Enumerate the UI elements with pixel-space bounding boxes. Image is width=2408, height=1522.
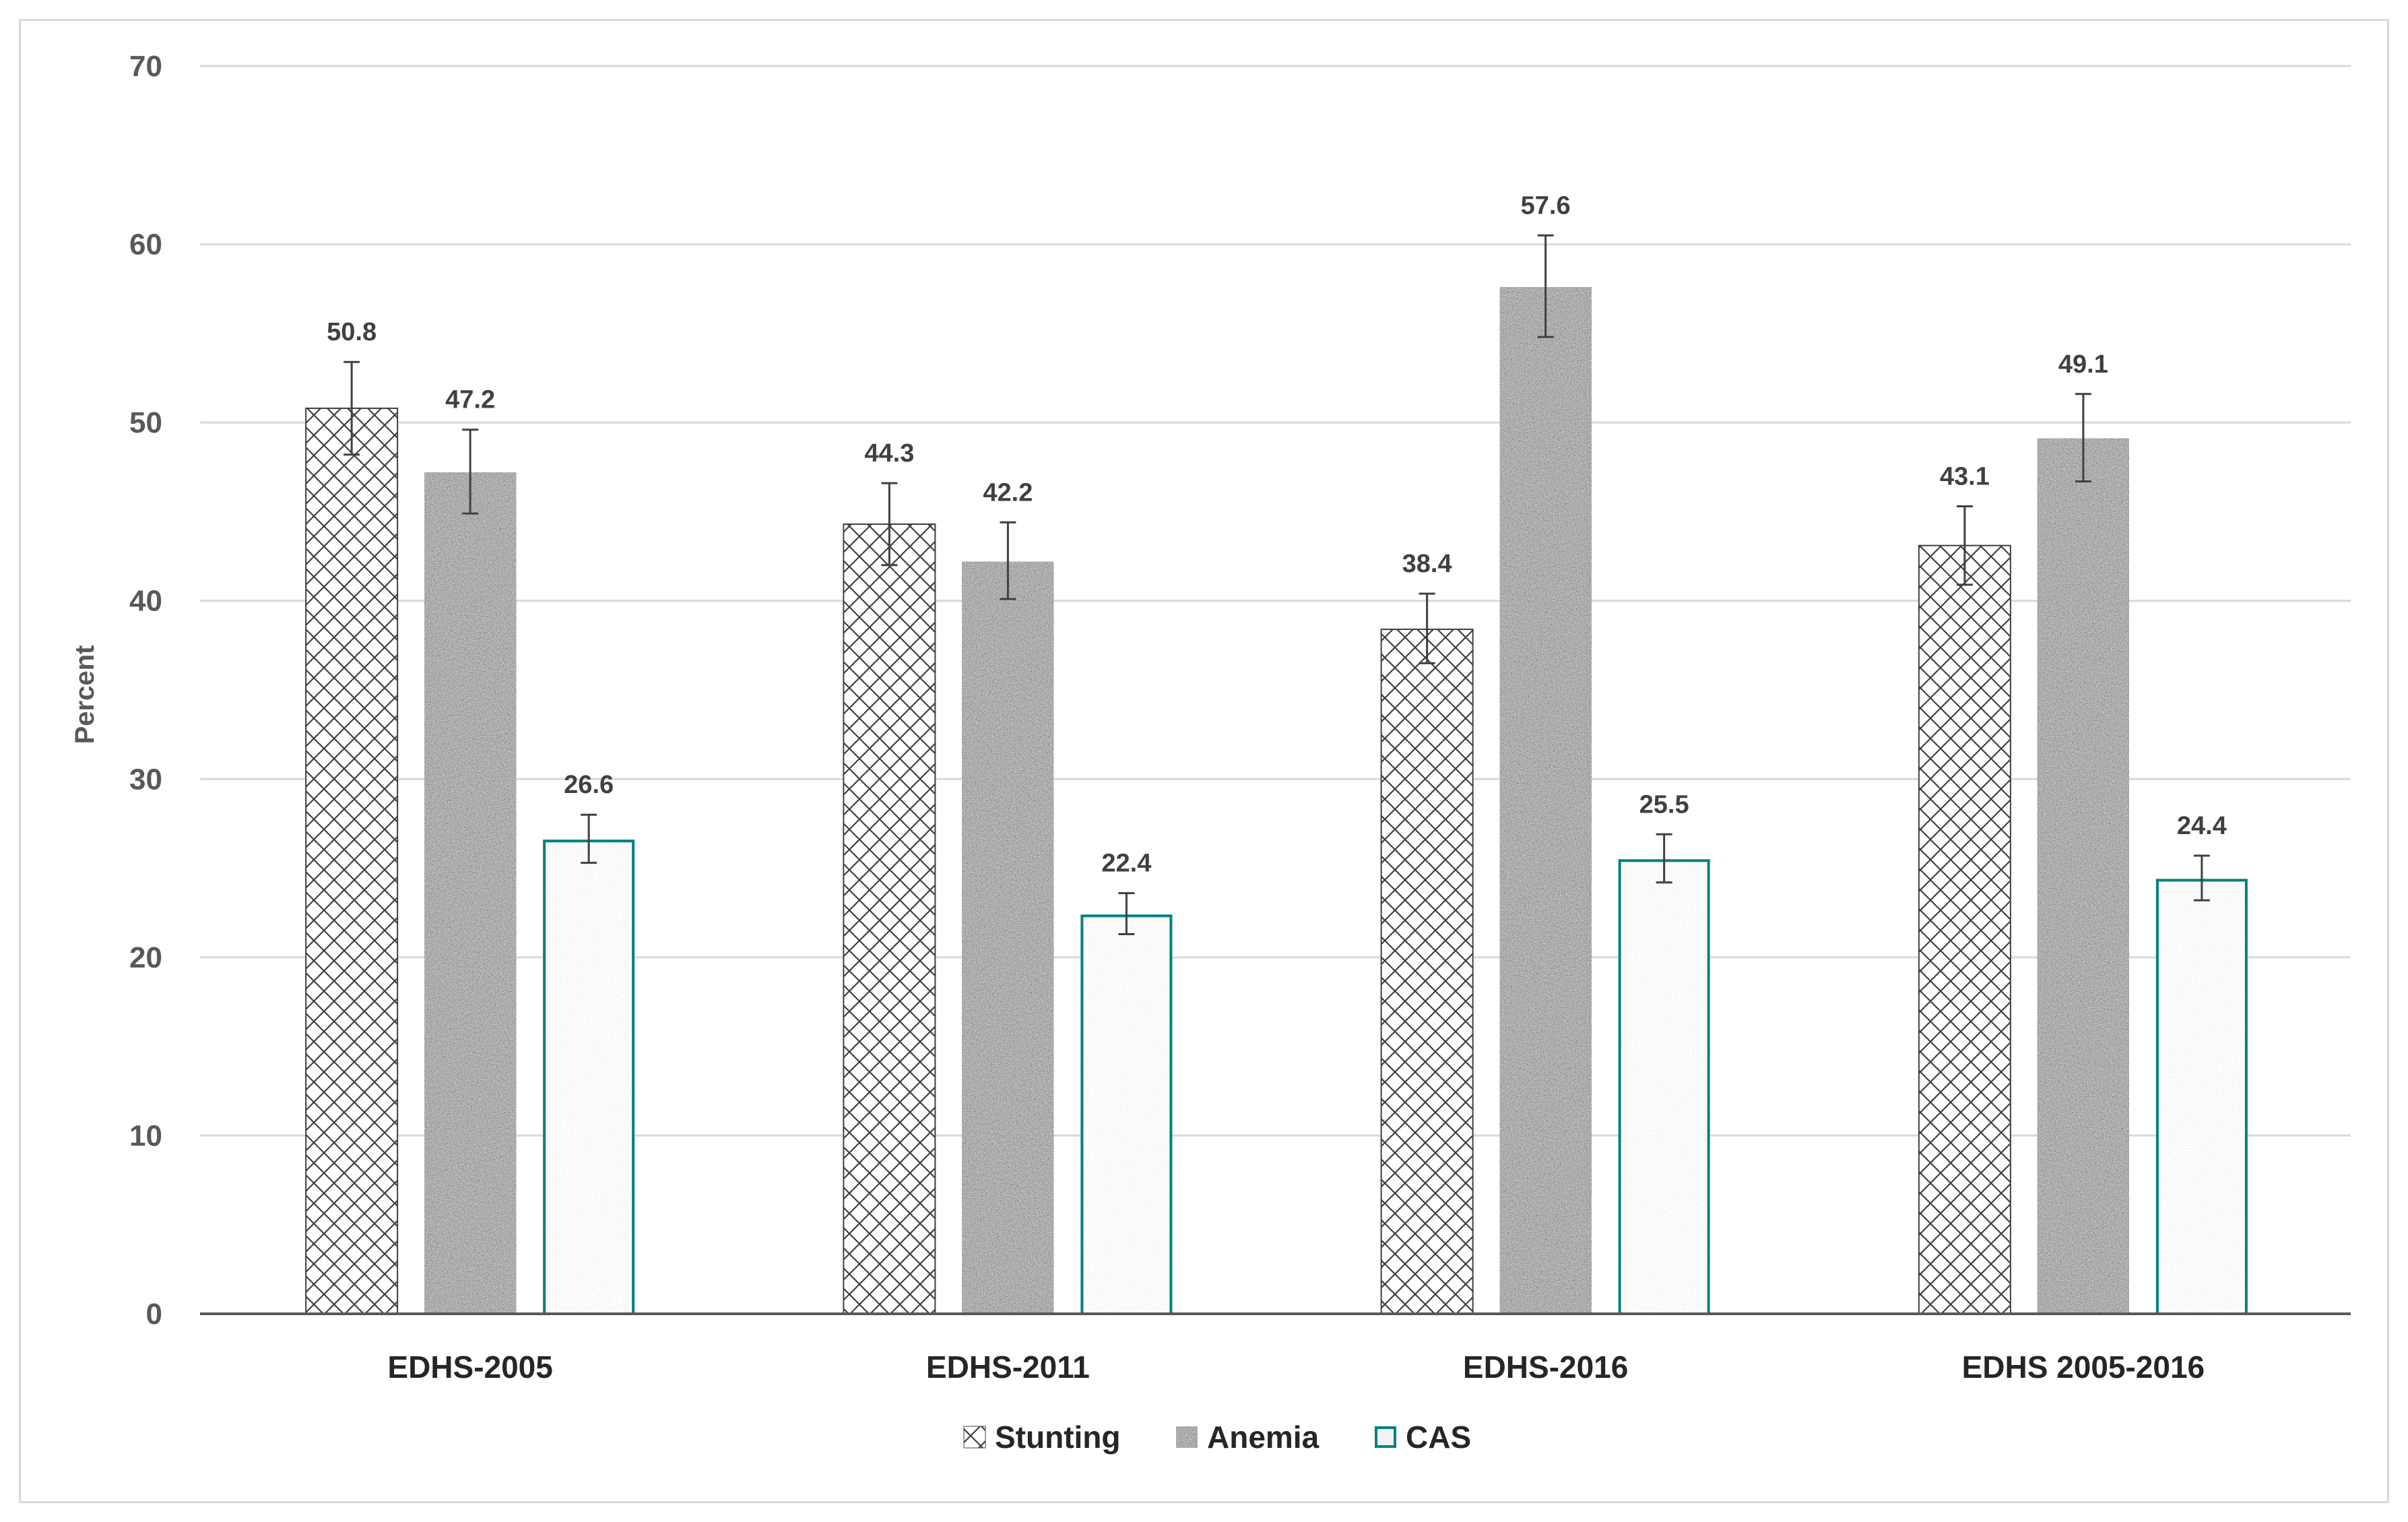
- bar-anemia-3: [2037, 438, 2129, 1314]
- bar-cas-3: [2155, 879, 2248, 1314]
- gridlines: [200, 65, 2351, 1137]
- data-label-cas-3: 24.4: [2177, 812, 2227, 840]
- legend: Stunting Anemia CAS: [963, 1420, 1471, 1455]
- legend-anemia-label: Anemia: [1207, 1420, 1320, 1455]
- y-tick-label: 60: [129, 228, 162, 261]
- legend-anemia-swatch: [1176, 1426, 1198, 1448]
- bar-anemia-1: [962, 561, 1054, 1314]
- data-label-anemia-2: 57.6: [1521, 191, 1571, 220]
- category-label: EDHS 2005-2016: [1962, 1350, 2205, 1385]
- y-tick-label: 30: [129, 763, 162, 796]
- y-tick-label: 0: [146, 1298, 162, 1331]
- bar-anemia-0: [424, 472, 517, 1314]
- bar-stunting-3: [1918, 544, 2011, 1314]
- y-tick-label: 10: [129, 1119, 162, 1152]
- data-label-cas-2: 25.5: [1639, 790, 1689, 819]
- legend-cas-label: CAS: [1406, 1420, 1471, 1455]
- bar-stunting-2: [1380, 629, 1474, 1314]
- bar-stunting-1: [843, 523, 936, 1314]
- data-label-cas-0: 26.6: [564, 771, 614, 799]
- bar-cas-1: [1080, 914, 1173, 1314]
- data-label-anemia-1: 42.2: [983, 478, 1033, 507]
- y-axis-title: Percent: [70, 645, 100, 744]
- category-label: EDHS-2005: [387, 1350, 552, 1385]
- y-tick-label: 70: [129, 50, 162, 83]
- legend-cas-swatch: [1375, 1426, 1396, 1448]
- data-label-anemia-3: 49.1: [2058, 350, 2108, 379]
- bar-stunting-0: [305, 407, 399, 1314]
- data-label-stunting-3: 43.1: [1940, 462, 1990, 490]
- data-label-cas-1: 22.4: [1101, 850, 1151, 878]
- chart-frame: 0 10 20 30 40 50 60 70 50.8 47.2 26.6 44.3 42.2 22.4…: [19, 19, 2389, 1503]
- legend-stunting-swatch: [963, 1426, 986, 1449]
- error-bars: [344, 234, 2210, 935]
- data-label-stunting-0: 50.8: [327, 318, 377, 346]
- bar-cas-0: [543, 839, 635, 1314]
- bars: [305, 287, 2248, 1316]
- y-axis-ticks: 0 10 20 30 40 50 60 70: [129, 50, 162, 1331]
- legend-stunting-label: Stunting: [995, 1420, 1121, 1455]
- y-tick-label: 40: [129, 585, 162, 618]
- data-label-anemia-0: 47.2: [445, 386, 495, 414]
- data-label-stunting-2: 38.4: [1402, 550, 1452, 578]
- y-tick-label: 50: [129, 406, 162, 439]
- y-tick-label: 20: [129, 941, 162, 974]
- bar-anemia-2: [1499, 287, 1592, 1314]
- category-label: EDHS-2011: [926, 1350, 1090, 1385]
- category-label: EDHS-2016: [1463, 1350, 1628, 1385]
- category-labels: EDHS-2005 EDHS-2011 EDHS-2016 EDHS 2005-201…: [387, 1350, 2205, 1385]
- data-labels: 50.8 47.2 26.6 44.3 42.2 22.4 38.4 57.6 25.5 43.1…: [327, 191, 2227, 877]
- data-label-stunting-1: 44.3: [864, 439, 914, 468]
- bar-cas-2: [1618, 859, 1710, 1314]
- bar-chart: 0 10 20 30 40 50 60 70 50.8 47.2 26.6 44.3 42.2 22.4…: [70, 50, 2351, 1455]
